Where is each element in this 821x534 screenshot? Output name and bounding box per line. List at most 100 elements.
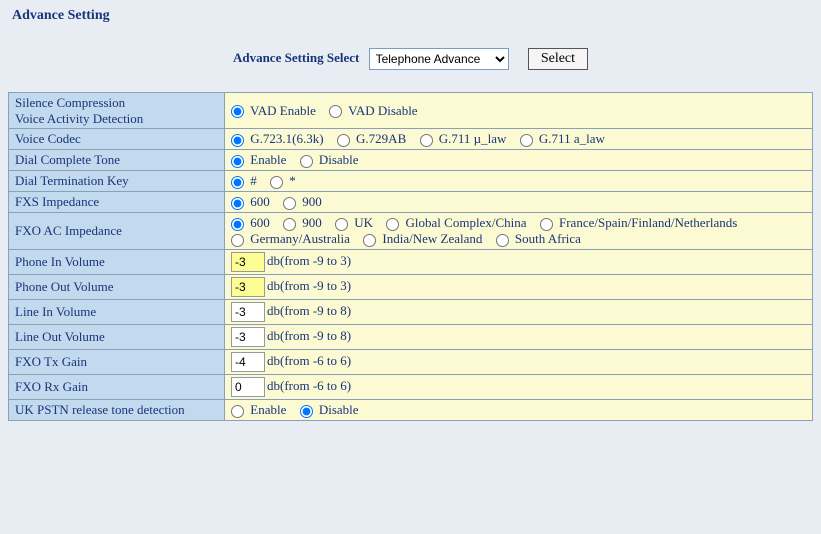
table-row: FXS Impedance 600 900 <box>9 192 812 212</box>
selector-row: Advance Setting Select Telephone Advance… <box>8 48 813 70</box>
radio-input[interactable] <box>363 234 376 247</box>
setting-value: db(from -9 to 8) <box>225 325 812 349</box>
table-row: UK PSTN release tone detection Enable Di… <box>9 400 812 420</box>
setting-label: UK PSTN release tone detection <box>9 400 224 420</box>
radio-option[interactable]: Enable <box>231 152 286 168</box>
radio-option[interactable]: G.711 a_law <box>520 131 605 147</box>
hint-text: db(from -9 to 8) <box>267 303 351 318</box>
select-button[interactable]: Select <box>528 48 588 70</box>
setting-label: FXO Tx Gain <box>9 350 224 374</box>
radio-option[interactable]: 600 <box>231 215 270 231</box>
radio-input[interactable] <box>231 218 244 231</box>
radio-input[interactable] <box>300 405 313 418</box>
setting-label: Phone In Volume <box>9 250 224 274</box>
radio-option[interactable]: G.729AB <box>337 131 406 147</box>
radio-option[interactable]: 900 <box>283 194 322 210</box>
setting-label: Silence CompressionVoice Activity Detect… <box>9 93 224 128</box>
setting-value: db(from -6 to 6) <box>225 375 812 399</box>
setting-value: # * <box>225 171 812 191</box>
radio-input[interactable] <box>270 176 283 189</box>
table-row: Silence CompressionVoice Activity Detect… <box>9 93 812 128</box>
radio-input[interactable] <box>231 234 244 247</box>
table-row: Dial Complete Tone Enable Disable <box>9 150 812 170</box>
radio-input[interactable] <box>520 134 533 147</box>
radio-option[interactable]: Disable <box>300 152 359 168</box>
setting-label: Line Out Volume <box>9 325 224 349</box>
radio-input[interactable] <box>386 218 399 231</box>
setting-value: VAD Enable VAD Disable <box>225 93 812 128</box>
radio-option[interactable]: G.723.1(6.3k) <box>231 131 324 147</box>
radio-option[interactable]: VAD Enable <box>231 103 316 119</box>
hint-text: db(from -6 to 6) <box>267 353 351 368</box>
setting-label: Dial Complete Tone <box>9 150 224 170</box>
radio-input[interactable] <box>283 197 296 210</box>
setting-value: Enable Disable <box>225 150 812 170</box>
table-row: Voice Codec G.723.1(6.3k) G.729AB G.711 … <box>9 129 812 149</box>
radio-input[interactable] <box>420 134 433 147</box>
radio-option[interactable]: VAD Disable <box>329 103 417 119</box>
number-input[interactable] <box>231 327 265 347</box>
radio-option[interactable]: G.711 µ_law <box>420 131 507 147</box>
radio-option[interactable]: * <box>270 173 296 189</box>
radio-input[interactable] <box>231 197 244 210</box>
setting-label: Line In Volume <box>9 300 224 324</box>
setting-label: Voice Codec <box>9 129 224 149</box>
settings-table: Silence CompressionVoice Activity Detect… <box>8 92 813 421</box>
setting-label: FXO AC Impedance <box>9 213 224 249</box>
radio-option[interactable]: Global Complex/China <box>386 215 526 231</box>
radio-option[interactable]: # <box>231 173 257 189</box>
table-row: Phone In Volume db(from -9 to 3) <box>9 250 812 274</box>
radio-option[interactable]: India/New Zealand <box>363 231 482 247</box>
setting-value: Enable Disable <box>225 400 812 420</box>
setting-value: db(from -9 to 8) <box>225 300 812 324</box>
hint-text: db(from -9 to 8) <box>267 328 351 343</box>
table-row: Line Out Volume db(from -9 to 8) <box>9 325 812 349</box>
radio-input[interactable] <box>329 105 342 118</box>
radio-input[interactable] <box>283 218 296 231</box>
table-row: Line In Volume db(from -9 to 8) <box>9 300 812 324</box>
radio-option[interactable]: 600 <box>231 194 270 210</box>
radio-input[interactable] <box>231 176 244 189</box>
radio-option[interactable]: Enable <box>231 402 286 418</box>
radio-input[interactable] <box>335 218 348 231</box>
radio-input[interactable] <box>496 234 509 247</box>
setting-value: G.723.1(6.3k) G.729AB G.711 µ_law G.711 … <box>225 129 812 149</box>
advance-setting-select[interactable]: Telephone Advance <box>369 48 509 70</box>
page-title: Advance Setting <box>12 8 813 24</box>
number-input[interactable] <box>231 377 265 397</box>
table-row: Phone Out Volume db(from -9 to 3) <box>9 275 812 299</box>
table-row: FXO Tx Gain db(from -6 to 6) <box>9 350 812 374</box>
radio-option[interactable]: UK <box>335 215 373 231</box>
radio-input[interactable] <box>337 134 350 147</box>
number-input[interactable] <box>231 252 265 272</box>
setting-label: FXS Impedance <box>9 192 224 212</box>
radio-option[interactable]: South Africa <box>496 231 581 247</box>
radio-input[interactable] <box>540 218 553 231</box>
radio-input[interactable] <box>231 105 244 118</box>
hint-text: db(from -6 to 6) <box>267 378 351 393</box>
setting-label: FXO Rx Gain <box>9 375 224 399</box>
number-input[interactable] <box>231 277 265 297</box>
number-input[interactable] <box>231 352 265 372</box>
radio-input[interactable] <box>300 155 313 168</box>
table-row: Dial Termination Key # * <box>9 171 812 191</box>
radio-option[interactable]: Disable <box>300 402 359 418</box>
setting-value: db(from -9 to 3) <box>225 275 812 299</box>
setting-value: db(from -9 to 3) <box>225 250 812 274</box>
hint-text: db(from -9 to 3) <box>267 253 351 268</box>
radio-option[interactable]: France/Spain/Finland/Netherlands <box>540 215 738 231</box>
hint-text: db(from -9 to 3) <box>267 278 351 293</box>
radio-input[interactable] <box>231 405 244 418</box>
radio-input[interactable] <box>231 155 244 168</box>
selector-label: Advance Setting Select <box>233 50 359 65</box>
radio-input[interactable] <box>231 134 244 147</box>
setting-label: Phone Out Volume <box>9 275 224 299</box>
setting-value: 600 900 <box>225 192 812 212</box>
number-input[interactable] <box>231 302 265 322</box>
setting-value: db(from -6 to 6) <box>225 350 812 374</box>
radio-option[interactable]: 900 <box>283 215 322 231</box>
table-row: FXO AC Impedance 600 900 UK Global Compl… <box>9 213 812 249</box>
radio-option[interactable]: Germany/Australia <box>231 231 350 247</box>
setting-label: Dial Termination Key <box>9 171 224 191</box>
setting-value: 600 900 UK Global Complex/China France/S… <box>225 213 812 249</box>
